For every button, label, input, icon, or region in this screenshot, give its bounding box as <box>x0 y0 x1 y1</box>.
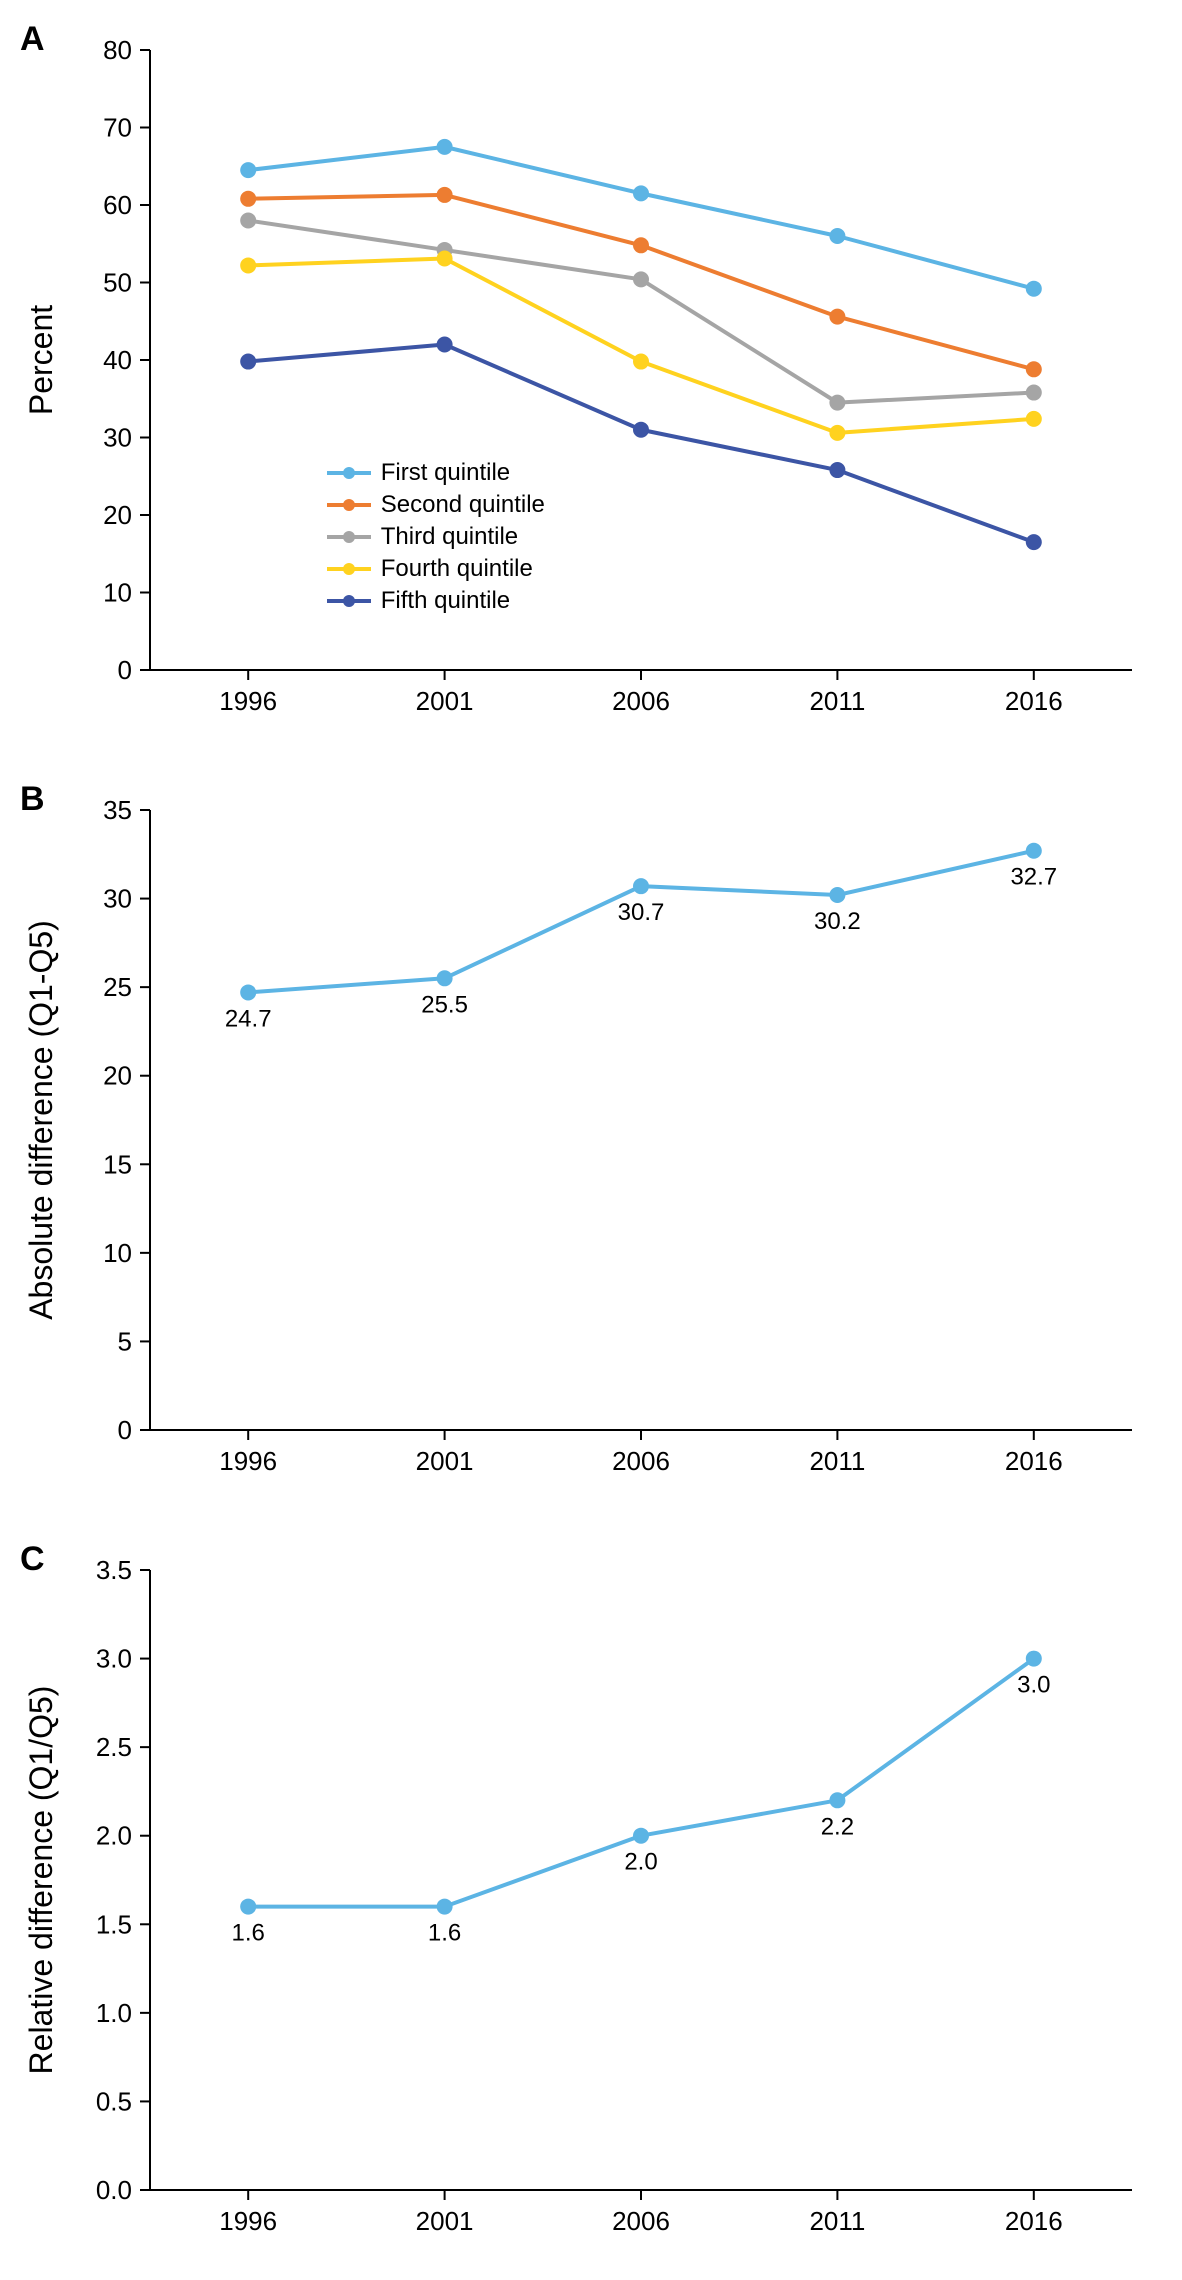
svg-text:3.5: 3.5 <box>96 1555 132 1585</box>
legend-item: Second quintile <box>327 491 545 519</box>
svg-text:32.7: 32.7 <box>1010 864 1057 891</box>
svg-text:1.5: 1.5 <box>96 1909 132 1939</box>
svg-text:1.0: 1.0 <box>96 1998 132 2028</box>
svg-text:70: 70 <box>103 113 132 143</box>
svg-text:1.6: 1.6 <box>232 1920 265 1947</box>
svg-text:0: 0 <box>118 1415 132 1445</box>
legend-item: First quintile <box>327 459 545 487</box>
legend-swatch <box>327 567 371 571</box>
svg-text:2.2: 2.2 <box>821 1813 854 1840</box>
svg-text:80: 80 <box>103 35 132 65</box>
legend-label: First quintile <box>381 459 510 487</box>
svg-text:25.5: 25.5 <box>421 991 468 1018</box>
legend-item: Third quintile <box>327 523 545 551</box>
legend-label: Second quintile <box>381 491 545 519</box>
svg-text:2.5: 2.5 <box>96 1732 132 1762</box>
svg-text:1996: 1996 <box>219 1446 277 1476</box>
svg-text:1996: 1996 <box>219 2206 277 2236</box>
legend-label: Third quintile <box>381 523 518 551</box>
svg-text:Relative difference (Q1/Q5): Relative difference (Q1/Q5) <box>23 1686 59 2075</box>
svg-text:0.0: 0.0 <box>96 2175 132 2205</box>
svg-text:60: 60 <box>103 190 132 220</box>
svg-text:20: 20 <box>103 1061 132 1091</box>
svg-text:2011: 2011 <box>809 686 865 716</box>
legend-swatch <box>327 535 371 539</box>
svg-text:30: 30 <box>103 884 132 914</box>
svg-text:Absolute difference (Q1-Q5): Absolute difference (Q1-Q5) <box>23 920 59 1320</box>
svg-text:25: 25 <box>103 972 132 1002</box>
panel-b-chart: 0 5 10 15 20 25 30 35 1996 2001 2006 2011 2016 Absolu… <box>20 780 1162 1500</box>
svg-text:10: 10 <box>103 578 132 608</box>
svg-text:2006: 2006 <box>612 2206 670 2236</box>
figure: A 0102030405060708019962001200620112016P… <box>20 20 1162 2260</box>
legend-swatch <box>327 599 371 603</box>
svg-text:1996: 1996 <box>219 686 277 716</box>
svg-text:2006: 2006 <box>612 686 670 716</box>
svg-text:2016: 2016 <box>1005 1446 1063 1476</box>
svg-text:0.5: 0.5 <box>96 2086 132 2116</box>
panel-a-label: A <box>20 20 45 59</box>
legend-swatch <box>327 471 371 475</box>
panel-b-label: B <box>20 780 45 819</box>
svg-text:35: 35 <box>103 795 132 825</box>
svg-text:3.0: 3.0 <box>96 1644 132 1674</box>
svg-text:1.6: 1.6 <box>428 1920 461 1947</box>
svg-text:0: 0 <box>118 655 132 685</box>
legend-swatch <box>327 503 371 507</box>
svg-text:40: 40 <box>103 345 132 375</box>
legend-item: Fifth quintile <box>327 587 545 615</box>
legend-item: Fourth quintile <box>327 555 545 583</box>
svg-text:15: 15 <box>103 1149 132 1179</box>
panel-c-label: C <box>20 1540 45 1579</box>
panel-a: A 0 10 20 30 40 50 60 70 80 1996 2001 2006 2011 2016 P… <box>20 20 1162 740</box>
svg-text:2001: 2001 <box>416 2206 474 2236</box>
svg-text:2001: 2001 <box>416 1446 474 1476</box>
svg-text:2016: 2016 <box>1005 686 1063 716</box>
svg-text:3.0: 3.0 <box>1017 1672 1050 1699</box>
panel-b: B 0 5 10 15 20 25 30 35 1996 2001 2006 2011 2016 Abso… <box>20 780 1162 1500</box>
svg-text:2001: 2001 <box>416 686 474 716</box>
svg-text:24.7: 24.7 <box>225 1005 272 1032</box>
svg-text:2016: 2016 <box>1005 2206 1063 2236</box>
svg-text:2011: 2011 <box>809 2206 865 2236</box>
svg-text:5: 5 <box>118 1326 132 1356</box>
svg-text:Percent: Percent <box>23 305 59 415</box>
panel-c-chart: 0.0 0.5 1.0 1.5 2.0 2.5 3.0 3.5 1996 2001 2006 2011… <box>20 1540 1162 2260</box>
panel-a-chart: 0 10 20 30 40 50 60 70 80 1996 2001 2006 2011 2016 Per… <box>20 20 1162 740</box>
svg-text:30.2: 30.2 <box>814 908 861 935</box>
svg-text:50: 50 <box>103 268 132 298</box>
svg-text:2011: 2011 <box>809 1446 865 1476</box>
panel-c: C 0.0 0.5 1.0 1.5 2.0 2.5 3.0 3.5 1996 2001 2006 20… <box>20 1540 1162 2260</box>
svg-text:20: 20 <box>103 500 132 530</box>
svg-text:2.0: 2.0 <box>624 1849 657 1876</box>
svg-text:30: 30 <box>103 423 132 453</box>
svg-text:2006: 2006 <box>612 1446 670 1476</box>
panel-a-legend: First quintile Second quintile Third quint… <box>327 459 545 619</box>
legend-label: Fifth quintile <box>381 587 510 615</box>
svg-text:2.0: 2.0 <box>96 1821 132 1851</box>
svg-text:10: 10 <box>103 1238 132 1268</box>
svg-text:30.7: 30.7 <box>618 899 665 926</box>
legend-label: Fourth quintile <box>381 555 533 583</box>
